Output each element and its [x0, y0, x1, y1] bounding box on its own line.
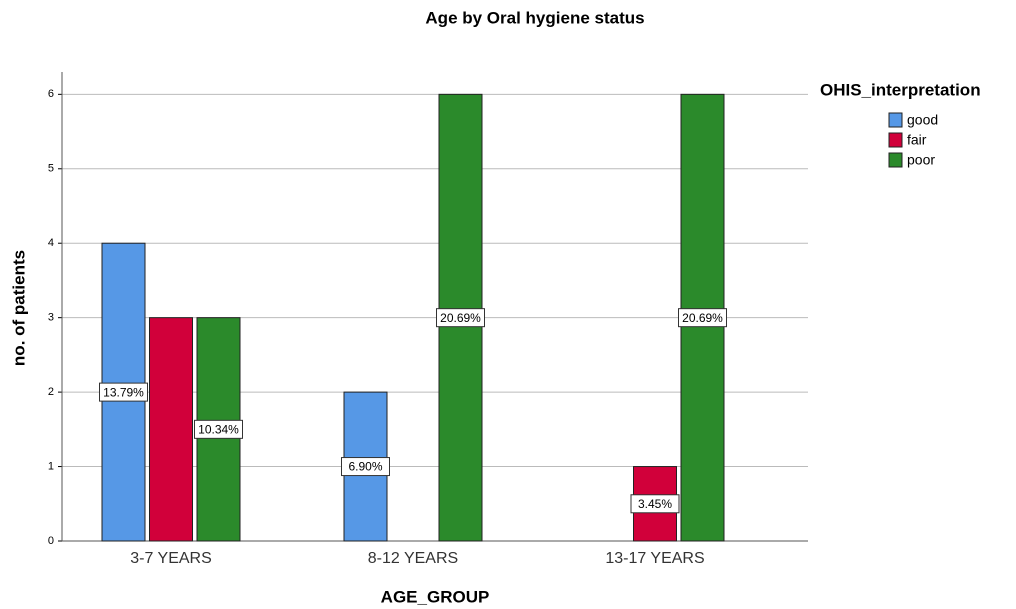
y-axis-label: no. of patients	[9, 250, 28, 366]
x-axis-label: AGE_GROUP	[381, 587, 490, 606]
legend-label: fair	[907, 132, 927, 148]
value-label-box	[678, 308, 727, 328]
bar	[149, 317, 193, 542]
legend-title: OHIS_interpretation	[820, 80, 981, 99]
value-label: 6.90%	[348, 460, 382, 474]
legend-swatch	[888, 132, 903, 148]
y-tick-label: 3	[48, 312, 54, 324]
value-label-box	[194, 419, 243, 439]
y-tick-label: 1	[48, 460, 54, 472]
y-tick-label: 4	[48, 237, 54, 249]
value-label: 20.69%	[440, 311, 481, 325]
value-label-box	[341, 457, 390, 477]
value-label: 20.69%	[682, 311, 723, 325]
legend-swatch	[888, 152, 903, 168]
legend-label: good	[907, 112, 938, 128]
y-tick-label: 6	[48, 88, 54, 100]
value-label-box	[436, 308, 485, 328]
x-tick-label: 3-7 YEARS	[130, 550, 212, 567]
y-tick-label: 2	[48, 386, 54, 398]
value-label-box	[99, 382, 148, 402]
y-tick-label: 5	[48, 163, 54, 175]
value-label: 3.45%	[638, 497, 672, 511]
x-tick-label: 8-12 YEARS	[368, 550, 458, 567]
x-tick-label: 13-17 YEARS	[605, 550, 704, 567]
legend-swatch	[888, 112, 903, 128]
value-label: 13.79%	[103, 385, 144, 399]
y-tick-label: 0	[48, 535, 54, 547]
value-label-box	[630, 494, 680, 514]
legend-label: poor	[907, 152, 935, 168]
chart-title: Age by Oral hygiene status	[425, 8, 644, 27]
value-label: 10.34%	[198, 423, 239, 437]
